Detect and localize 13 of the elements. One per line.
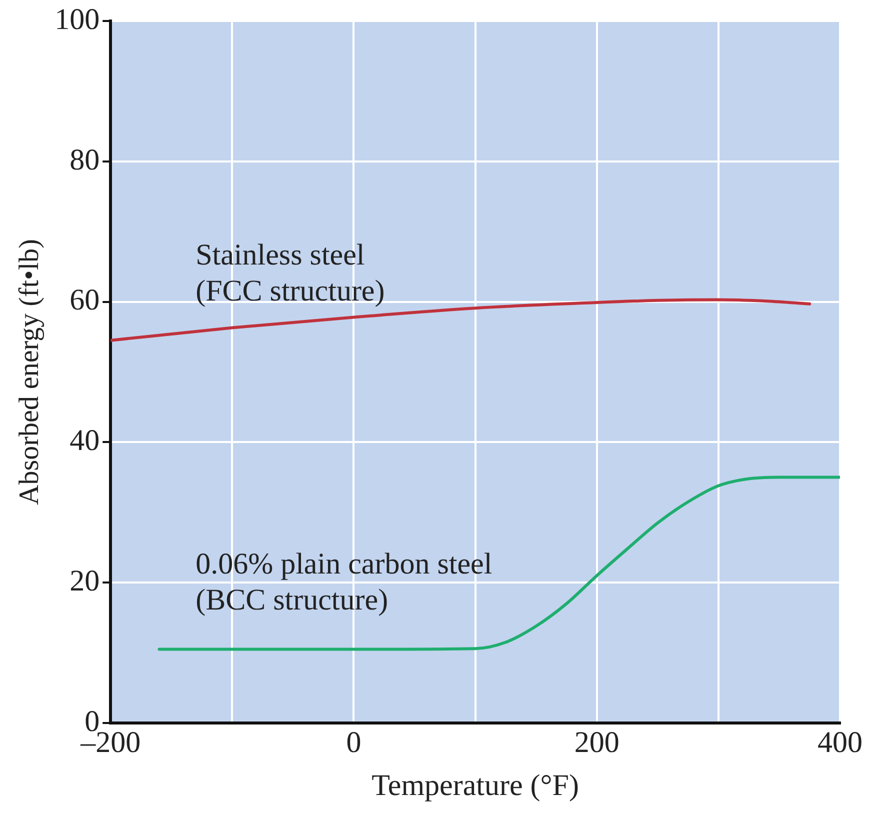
x-tick-label: 400 [818, 726, 862, 759]
y-tick-label: 100 [54, 2, 100, 36]
line-series [158, 476, 840, 651]
y-tick-label: 20 [70, 564, 100, 598]
series-label: 0.06% plain carbon steel (BCC structure) [196, 547, 492, 616]
y-tick-label: 80 [70, 143, 100, 176]
x-tick-label: 200 [574, 726, 620, 759]
series-label: Stainless steel (FCC structure) [196, 238, 385, 308]
y-tick-label: 60 [70, 284, 100, 317]
y-axis-title: Absorbed energy (ft•lb) [14, 239, 46, 505]
x-axis-title: Temperature (°F) [372, 768, 579, 802]
x-tick-label: 0 [346, 726, 362, 759]
y-tick-label: 40 [70, 424, 100, 458]
